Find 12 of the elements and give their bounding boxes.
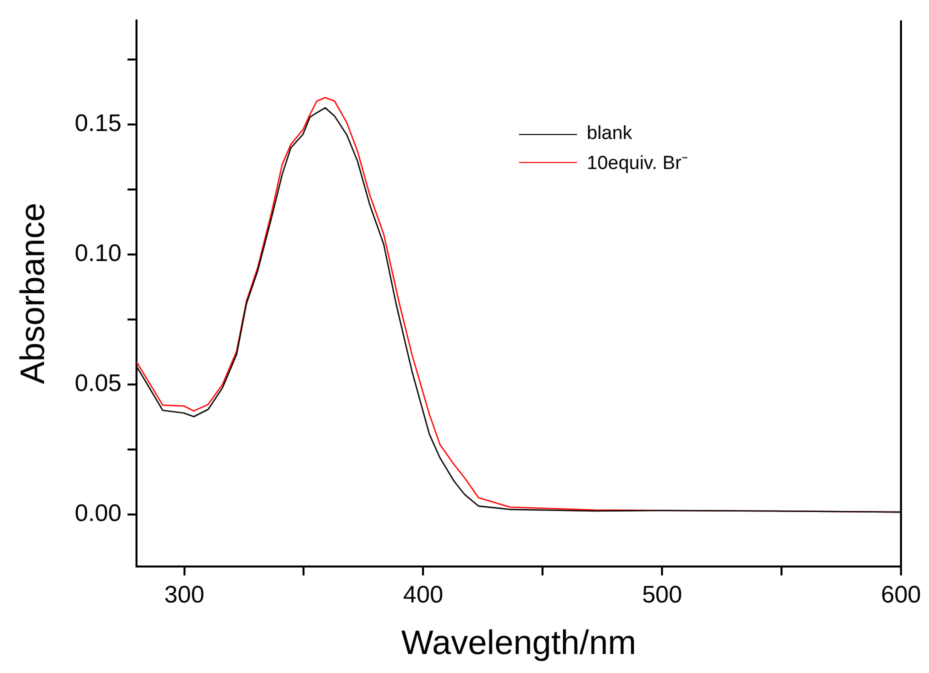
- x-axis-title: Wavelength/nm: [401, 624, 636, 662]
- legend-label: 10equiv. Br⁻: [586, 152, 688, 176]
- x-tick-label: 300: [164, 581, 204, 608]
- y-tick-label: 0.10: [74, 240, 122, 268]
- x-tick-label: 500: [642, 581, 682, 608]
- y-axis-title: Absorbance: [14, 202, 52, 384]
- y-tick-label: 0.05: [74, 370, 122, 398]
- legend-label: blank: [586, 123, 632, 146]
- y-tick-label: 0.15: [74, 110, 122, 138]
- text: 0.00: [74, 500, 122, 528]
- x-tick-label: 600: [880, 581, 922, 608]
- x-tick-label: 400: [403, 581, 444, 608]
